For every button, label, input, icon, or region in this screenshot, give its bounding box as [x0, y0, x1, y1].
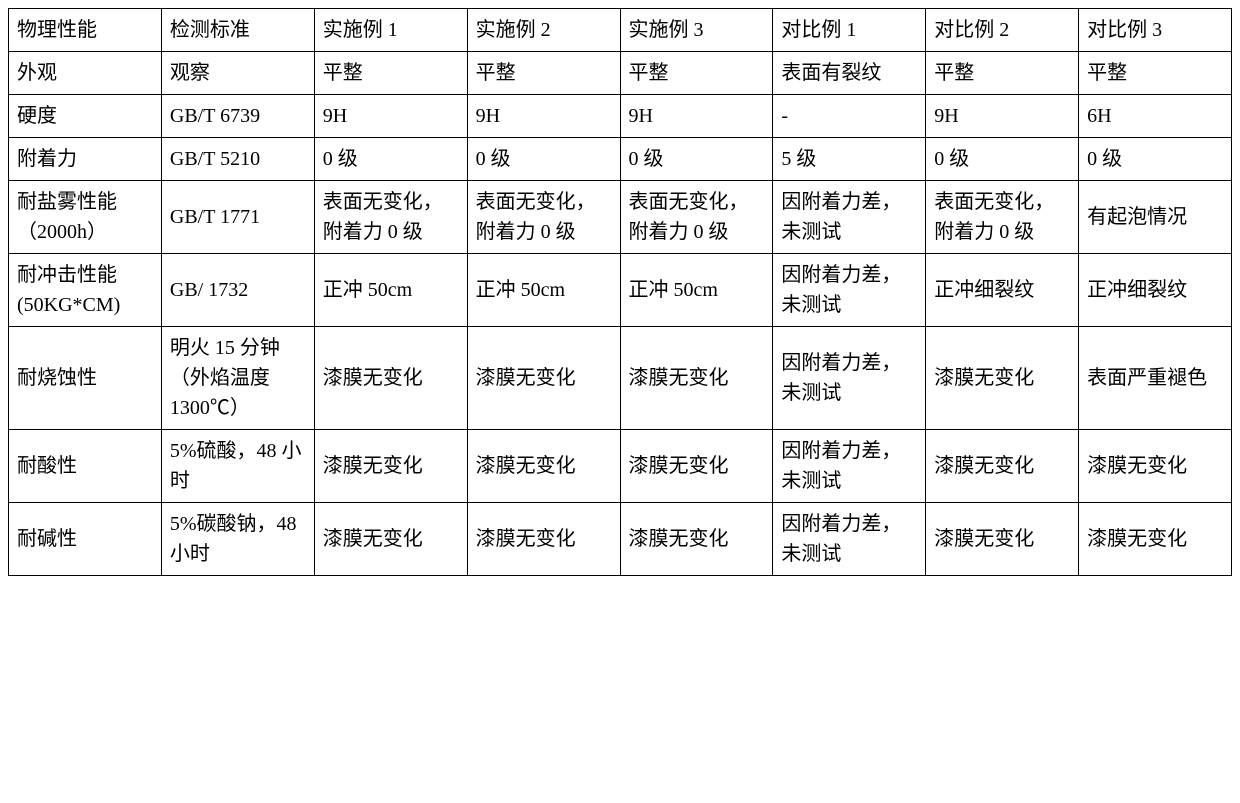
table-cell: 表面无变化，附着力 0 级 — [620, 181, 773, 254]
table-cell: 表面无变化，附着力 0 级 — [926, 181, 1079, 254]
table-cell: 0 级 — [1079, 138, 1232, 181]
table-row: 耐盐雾性能（2000h） GB/T 1771 表面无变化，附着力 0 级 表面无… — [9, 181, 1232, 254]
table-cell: 耐盐雾性能（2000h） — [9, 181, 162, 254]
table-cell: 漆膜无变化 — [467, 430, 620, 503]
table-cell: 漆膜无变化 — [620, 503, 773, 576]
table-cell: 观察 — [161, 52, 314, 95]
table-cell: 5%硫酸，48 小时 — [161, 430, 314, 503]
table-cell: 9H — [314, 95, 467, 138]
table-cell: 正冲 50cm — [467, 254, 620, 327]
table-cell: 正冲 50cm — [314, 254, 467, 327]
table-cell: 漆膜无变化 — [467, 503, 620, 576]
table-cell: 因附着力差，未测试 — [773, 254, 926, 327]
table-cell: 漆膜无变化 — [467, 327, 620, 430]
table-cell: 9H — [467, 95, 620, 138]
table-body: 物理性能 检测标准 实施例 1 实施例 2 实施例 3 对比例 1 对比例 2 … — [9, 9, 1232, 576]
table-cell: 因附着力差，未测试 — [773, 430, 926, 503]
table-cell: 表面无变化，附着力 0 级 — [467, 181, 620, 254]
table-cell: 耐烧蚀性 — [9, 327, 162, 430]
table-cell: GB/T 6739 — [161, 95, 314, 138]
table-cell: 5 级 — [773, 138, 926, 181]
table-cell: 表面无变化，附着力 0 级 — [314, 181, 467, 254]
table-cell: 漆膜无变化 — [620, 327, 773, 430]
header-cell: 对比例 2 — [926, 9, 1079, 52]
table-cell: 平整 — [926, 52, 1079, 95]
header-cell: 对比例 3 — [1079, 9, 1232, 52]
table-cell: 因附着力差，未测试 — [773, 503, 926, 576]
table-cell: 漆膜无变化 — [314, 430, 467, 503]
table-row: 外观 观察 平整 平整 平整 表面有裂纹 平整 平整 — [9, 52, 1232, 95]
table-cell: 因附着力差，未测试 — [773, 181, 926, 254]
table-row: 硬度 GB/T 6739 9H 9H 9H - 9H 6H — [9, 95, 1232, 138]
table-cell: 0 级 — [467, 138, 620, 181]
table-cell: 6H — [1079, 95, 1232, 138]
table-cell: 漆膜无变化 — [1079, 430, 1232, 503]
table-cell: GB/T 5210 — [161, 138, 314, 181]
table-row: 耐酸性 5%硫酸，48 小时 漆膜无变化 漆膜无变化 漆膜无变化 因附着力差，未… — [9, 430, 1232, 503]
table-row: 附着力 GB/T 5210 0 级 0 级 0 级 5 级 0 级 0 级 — [9, 138, 1232, 181]
table-cell: - — [773, 95, 926, 138]
table-cell: 0 级 — [620, 138, 773, 181]
table-cell: 漆膜无变化 — [314, 503, 467, 576]
table-row: 耐冲击性能 (50KG*CM) GB/ 1732 正冲 50cm 正冲 50cm… — [9, 254, 1232, 327]
table-cell: 因附着力差，未测试 — [773, 327, 926, 430]
table-cell: 9H — [620, 95, 773, 138]
table-cell: 附着力 — [9, 138, 162, 181]
table-cell: 漆膜无变化 — [1079, 503, 1232, 576]
table-cell: 漆膜无变化 — [926, 327, 1079, 430]
table-cell: 正冲 50cm — [620, 254, 773, 327]
header-cell: 实施例 3 — [620, 9, 773, 52]
table-cell: GB/ 1732 — [161, 254, 314, 327]
table-cell: 耐酸性 — [9, 430, 162, 503]
table-cell: 平整 — [1079, 52, 1232, 95]
table-cell: 漆膜无变化 — [926, 430, 1079, 503]
properties-table: 物理性能 检测标准 实施例 1 实施例 2 实施例 3 对比例 1 对比例 2 … — [8, 8, 1232, 576]
header-cell: 实施例 2 — [467, 9, 620, 52]
header-cell: 对比例 1 — [773, 9, 926, 52]
table-cell: 耐冲击性能 (50KG*CM) — [9, 254, 162, 327]
table-cell: 0 级 — [926, 138, 1079, 181]
table-cell: 硬度 — [9, 95, 162, 138]
table-cell: 明火 15 分钟（外焰温度 1300℃） — [161, 327, 314, 430]
header-cell: 实施例 1 — [314, 9, 467, 52]
table-cell: 漆膜无变化 — [620, 430, 773, 503]
table-cell: 外观 — [9, 52, 162, 95]
table-cell: 平整 — [620, 52, 773, 95]
table-cell: 表面严重褪色 — [1079, 327, 1232, 430]
table-cell: 有起泡情况 — [1079, 181, 1232, 254]
table-cell: 正冲细裂纹 — [1079, 254, 1232, 327]
table-cell: 正冲细裂纹 — [926, 254, 1079, 327]
table-cell: 5%碳酸钠，48 小时 — [161, 503, 314, 576]
table-cell: GB/T 1771 — [161, 181, 314, 254]
table-cell: 平整 — [467, 52, 620, 95]
header-cell: 检测标准 — [161, 9, 314, 52]
table-cell: 漆膜无变化 — [314, 327, 467, 430]
table-cell: 0 级 — [314, 138, 467, 181]
table-cell: 9H — [926, 95, 1079, 138]
table-row: 耐碱性 5%碳酸钠，48 小时 漆膜无变化 漆膜无变化 漆膜无变化 因附着力差，… — [9, 503, 1232, 576]
header-cell: 物理性能 — [9, 9, 162, 52]
table-cell: 平整 — [314, 52, 467, 95]
table-cell: 表面有裂纹 — [773, 52, 926, 95]
table-row: 耐烧蚀性 明火 15 分钟（外焰温度 1300℃） 漆膜无变化 漆膜无变化 漆膜… — [9, 327, 1232, 430]
table-cell: 耐碱性 — [9, 503, 162, 576]
table-header-row: 物理性能 检测标准 实施例 1 实施例 2 实施例 3 对比例 1 对比例 2 … — [9, 9, 1232, 52]
table-cell: 漆膜无变化 — [926, 503, 1079, 576]
